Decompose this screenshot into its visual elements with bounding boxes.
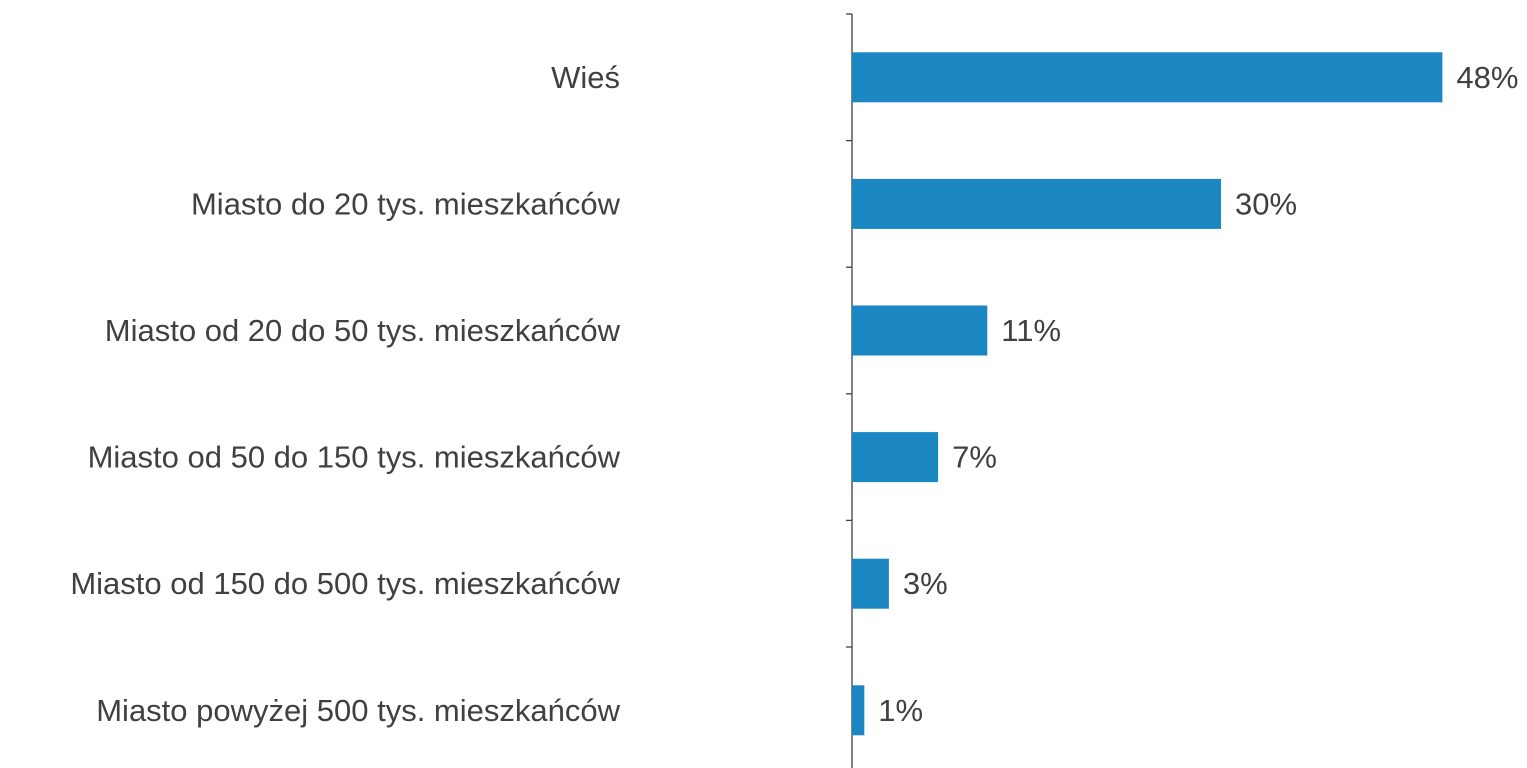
bar	[852, 178, 1221, 229]
bar	[852, 685, 865, 736]
data-label: 3%	[903, 566, 948, 601]
category-label: Miasto do 20 tys. mieszkańców	[191, 186, 621, 221]
data-label: 1%	[878, 693, 923, 728]
category-label: Miasto od 20 do 50 tys. mieszkańców	[105, 313, 621, 348]
category-labels: Wieś Miasto do 20 tys. mieszkańców Miasto …	[70, 60, 620, 728]
bar	[852, 52, 1443, 103]
data-label: 11%	[1001, 313, 1061, 348]
category-label: Miasto od 50 do 150 tys. mieszkańców	[88, 440, 621, 475]
bars-layer	[852, 52, 1443, 736]
data-label: 30%	[1235, 186, 1297, 221]
data-label: 48%	[1456, 60, 1518, 95]
bar	[852, 432, 939, 483]
data-label: 7%	[952, 440, 997, 475]
bar	[852, 558, 889, 609]
value-labels: 48% 30% 11% 7% 3% 1%	[878, 60, 1518, 728]
category-label: Wieś	[551, 60, 620, 95]
axis-layer	[846, 13, 853, 768]
category-label: Miasto powyżej 500 tys. mieszkańców	[96, 693, 620, 728]
category-label: Miasto od 150 do 500 tys. mieszkańców	[70, 566, 620, 601]
bar	[852, 305, 988, 356]
